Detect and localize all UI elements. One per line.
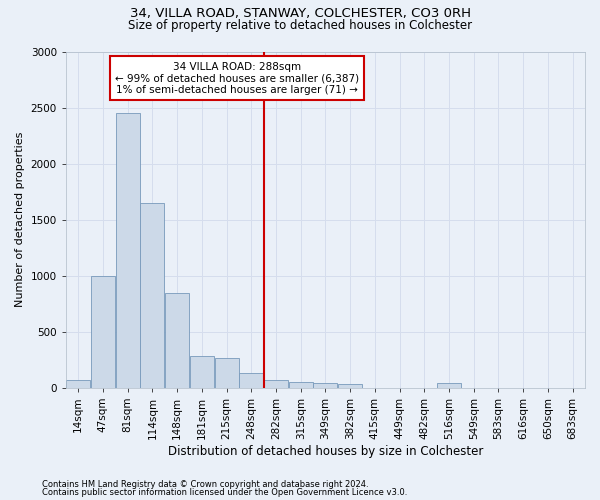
Bar: [140, 203, 164, 388]
Bar: [91, 276, 115, 388]
X-axis label: Distribution of detached houses by size in Colchester: Distribution of detached houses by size …: [168, 444, 483, 458]
Text: Contains HM Land Registry data © Crown copyright and database right 2024.: Contains HM Land Registry data © Crown c…: [42, 480, 368, 489]
Text: 34, VILLA ROAD, STANWAY, COLCHESTER, CO3 0RH: 34, VILLA ROAD, STANWAY, COLCHESTER, CO3…: [130, 8, 470, 20]
Bar: [313, 382, 337, 388]
Bar: [165, 292, 189, 388]
Text: 34 VILLA ROAD: 288sqm
← 99% of detached houses are smaller (6,387)
1% of semi-de: 34 VILLA ROAD: 288sqm ← 99% of detached …: [115, 62, 359, 95]
Bar: [289, 382, 313, 388]
Y-axis label: Number of detached properties: Number of detached properties: [15, 132, 25, 308]
Bar: [190, 356, 214, 388]
Bar: [239, 373, 263, 388]
Bar: [116, 113, 140, 388]
Text: Size of property relative to detached houses in Colchester: Size of property relative to detached ho…: [128, 19, 472, 32]
Text: Contains public sector information licensed under the Open Government Licence v3: Contains public sector information licen…: [42, 488, 407, 497]
Bar: [338, 384, 362, 388]
Bar: [66, 380, 90, 388]
Bar: [437, 382, 461, 388]
Bar: [264, 380, 288, 388]
Bar: [215, 358, 239, 388]
